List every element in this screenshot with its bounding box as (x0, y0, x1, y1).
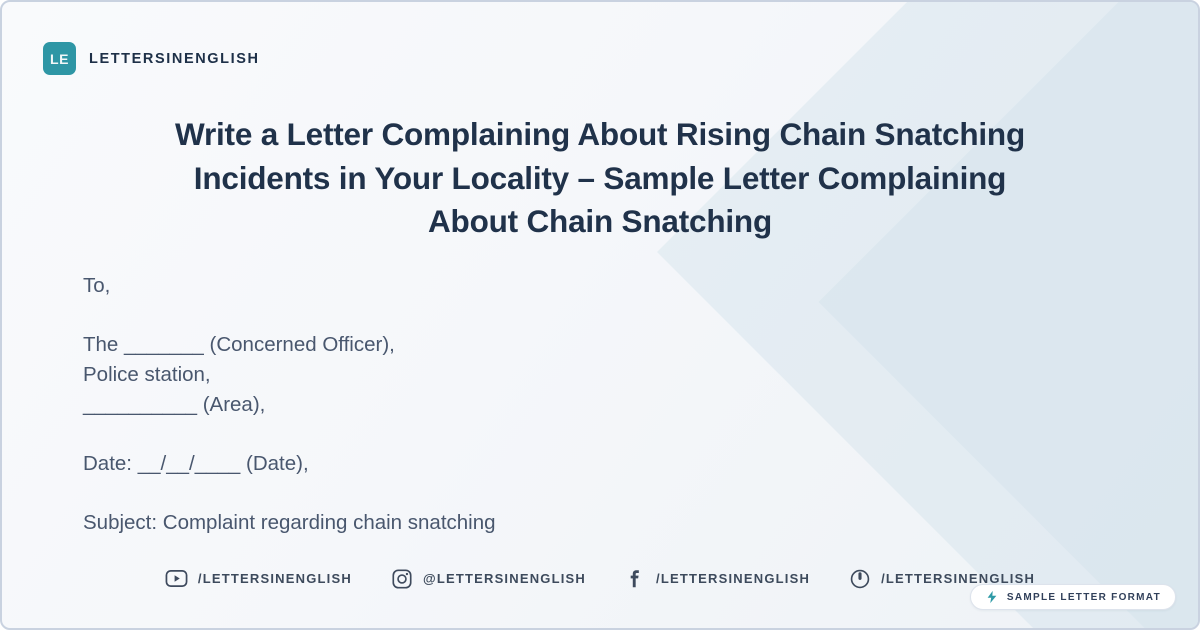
letter-recipient-line: Police station, (83, 363, 211, 386)
brand-name: LETTERSINENGLISH (89, 50, 260, 67)
social-links-row: /LETTERSINENGLISH @LETTERSINENGLISH /LET… (2, 567, 1198, 590)
letter-date-line: Date: __/__/____ (Date), (83, 452, 309, 475)
social-handle: /LETTERSINENGLISH (656, 571, 811, 586)
letter-blank-line (83, 479, 496, 508)
instagram-icon (391, 568, 413, 590)
letter-blank-line (83, 301, 496, 330)
social-item-youtube[interactable]: /LETTERSINENGLISH (165, 567, 352, 590)
sample-letter-format-badge[interactable]: SAMPLE LETTER FORMAT (969, 584, 1176, 610)
social-handle: @LETTERSINENGLISH (422, 571, 587, 586)
letter-salutation: To, (83, 274, 111, 297)
page-title: Write a Letter Complaining About Rising … (62, 113, 1138, 244)
badge-label: SAMPLE LETTER FORMAT (1006, 591, 1161, 603)
brand-logo-initials: LE (50, 50, 69, 67)
brand-logo: LE (43, 42, 76, 75)
page-title-line: Incidents in Your Locality – Sample Lett… (193, 159, 1007, 196)
flash-icon (985, 590, 999, 604)
youtube-icon (165, 567, 188, 590)
social-item-facebook[interactable]: /LETTERSINENGLISH (625, 568, 810, 589)
brand-header: LE LETTERSINENGLISH (43, 42, 260, 75)
social-handle: /LETTERSINENGLISH (881, 571, 1036, 586)
letter-subject-line: Subject: Complaint regarding chain snatc… (83, 511, 496, 534)
page-title-line: Write a Letter Complaining About Rising … (174, 116, 1026, 152)
letter-blank-line (83, 420, 496, 449)
letter-recipient-line: __________ (Area), (83, 393, 266, 416)
social-item-instagram[interactable]: @LETTERSINENGLISH (391, 568, 586, 590)
social-handle: /LETTERSINENGLISH (197, 571, 352, 586)
letter-recipient-line: The _______ (Concerned Officer), (83, 333, 395, 356)
page-title-line: About Chain Snatching (427, 203, 773, 239)
letter-preview: To, The _______ (Concerned Officer), Pol… (83, 271, 496, 538)
social-item-clock[interactable]: /LETTERSINENGLISH (849, 568, 1035, 590)
facebook-icon (625, 568, 646, 589)
clock-icon (849, 568, 871, 590)
